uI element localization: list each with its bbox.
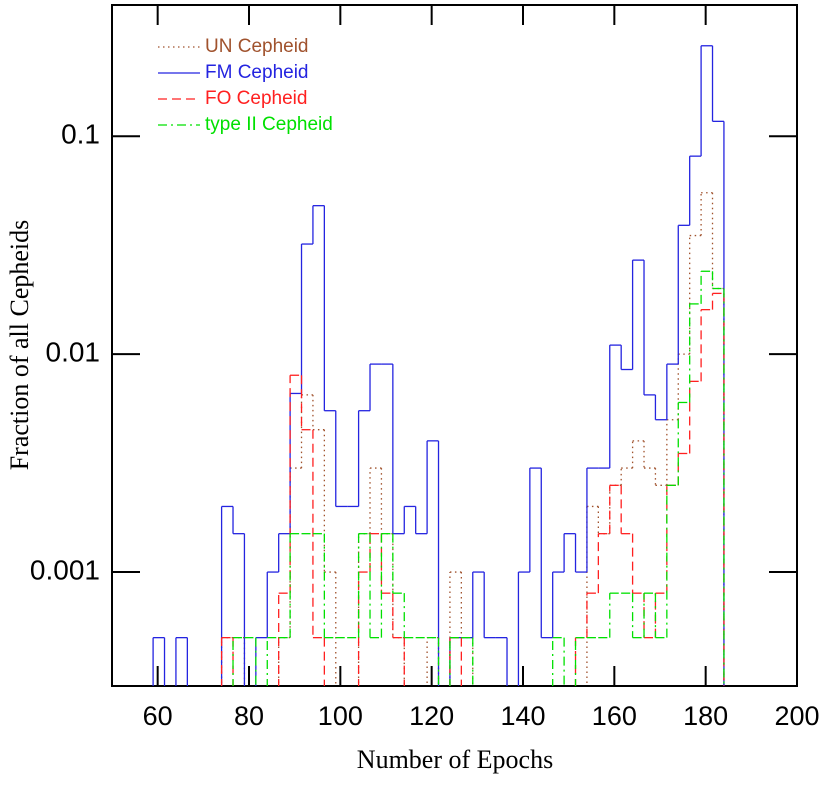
series	[152, 45, 725, 686]
y-tick-label: 0.01	[46, 337, 101, 368]
plot-frame	[111, 4, 798, 687]
x-tick-label: 60	[143, 701, 173, 731]
y-axis-label: Fraction of all Cepheids	[5, 220, 34, 471]
x-axis-label: Number of Epochs	[357, 745, 553, 774]
x-tick-label: 100	[318, 701, 363, 731]
x-tick-label: 80	[234, 701, 264, 731]
legend-label: FO Cepheid	[205, 88, 307, 109]
legend-label: UN Cepheid	[205, 36, 309, 57]
x-tick-label: 180	[683, 701, 728, 731]
plot-area	[152, 45, 725, 686]
legend-label: FM Cepheid	[205, 62, 309, 83]
y-tick-label: 0.1	[61, 119, 100, 150]
series	[232, 270, 725, 686]
x-tick-label: 140	[500, 701, 545, 731]
x-tick-label: 160	[592, 701, 637, 731]
y-tick-label: 0.001	[30, 554, 100, 585]
x-tick-label: 120	[409, 701, 454, 731]
x-tick-label: 200	[774, 701, 819, 731]
legend-label: type II Cepheid	[205, 114, 333, 135]
